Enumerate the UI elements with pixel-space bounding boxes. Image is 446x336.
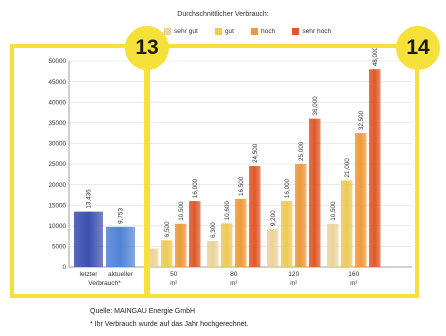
- category-unit-label: m²: [350, 281, 357, 287]
- y-tick-label: 20000: [48, 182, 66, 189]
- legend-label-hoch: hoch: [261, 28, 276, 35]
- legend-item-gut: gut: [214, 28, 234, 35]
- bar-sehr-hoch: [249, 166, 261, 267]
- legend-item-sehr-hoch: sehr hoch: [292, 28, 331, 35]
- user-category-label: letzter: [80, 271, 99, 278]
- bar-value-label: 16,500: [238, 176, 245, 196]
- y-tick-label: 45000: [48, 79, 66, 86]
- bar-value-label: 25,000: [298, 141, 305, 161]
- legend-label-sehr-gut: sehr gut: [174, 28, 198, 35]
- y-tick-label: 25000: [48, 161, 66, 168]
- y-tick-label: 15000: [48, 202, 66, 209]
- bar-value-label: 10,500: [330, 201, 337, 221]
- bar-sehr-gut: [267, 229, 279, 267]
- bar-value-label: 24,500: [252, 143, 259, 163]
- user-bar-value-label: 9,753: [118, 208, 125, 224]
- user-bar-value-label: 13,436: [86, 189, 93, 209]
- legend-item-sehr-gut: sehr gut: [164, 28, 198, 35]
- bar-hoch: [175, 223, 187, 267]
- category-label: 50: [170, 271, 178, 278]
- category-unit-label: m²: [290, 281, 297, 287]
- legend-swatch-hoch: [251, 28, 258, 35]
- legend-swatch-sehr-gut: [164, 28, 171, 35]
- bar-hoch: [295, 164, 307, 267]
- bar-value-label: 16,000: [192, 178, 199, 198]
- bar-hoch: [355, 133, 367, 267]
- category-unit-label: m²: [170, 281, 177, 287]
- y-tick-label: 10000: [48, 223, 66, 230]
- user-bar: [74, 211, 103, 267]
- category-unit-label: m²: [230, 281, 237, 287]
- legend-label-sehr-hoch: sehr hoch: [302, 28, 332, 35]
- bar-value-label: 16,000: [284, 178, 291, 198]
- chart-title: Durchschnittlicher Verbrauch:: [177, 11, 269, 18]
- bar-sehr-gut: [207, 241, 219, 267]
- y-tick-label: 30000: [48, 141, 66, 148]
- bar-sehr-hoch: [189, 201, 201, 267]
- bar-gut: [341, 180, 353, 267]
- legend: sehr gut gut hoch sehr hoch: [164, 28, 331, 35]
- legend-swatch-sehr-hoch: [292, 28, 300, 35]
- bar-sehr-gut: [147, 248, 159, 267]
- y-tick-label: 50000: [48, 58, 66, 65]
- y-tick-label: 5000: [52, 244, 67, 251]
- bar-sehr-gut: [327, 223, 339, 267]
- category-label: 80: [230, 271, 238, 278]
- user-bar: [106, 226, 135, 267]
- user-category-label: Verbrauch*: [88, 280, 121, 287]
- bar-value-label: 36,000: [312, 96, 319, 116]
- y-tick-label: 0: [62, 264, 66, 271]
- bar-sehr-hoch: [309, 118, 321, 268]
- y-tick-label: 40000: [48, 99, 66, 106]
- bar-gut: [161, 240, 173, 267]
- bar-sehr-hoch: [369, 69, 381, 268]
- bar-hoch: [235, 199, 247, 267]
- bar-gut: [221, 223, 233, 267]
- source-note: Quelle: MAINGAU Energie GmbH: [90, 308, 196, 315]
- bar-value-label: 48,000: [372, 46, 379, 66]
- extrapolation-note: * Ihr Verbrauch wurde auf das Jahr hochg…: [90, 321, 249, 328]
- category-label: 120: [288, 271, 299, 278]
- bar-value-label: 32,500: [358, 110, 365, 130]
- bar-value-label: 9,200: [270, 210, 277, 226]
- legend-swatch-gut: [214, 28, 222, 35]
- category-label: 160: [348, 271, 359, 278]
- legend-item-hoch: hoch: [251, 28, 275, 35]
- badge-14: 14: [396, 26, 440, 70]
- average-consumption-frame: [144, 44, 419, 298]
- user-category-label: aktueller: [108, 271, 134, 278]
- badge-13: 13: [125, 26, 169, 70]
- legend-label-gut: gut: [224, 28, 234, 35]
- bar-value-label: 6,500: [164, 221, 171, 237]
- bar-value-label: 21,000: [344, 158, 351, 178]
- bar-gut: [281, 201, 293, 267]
- bar-value-label: 10,600: [224, 201, 231, 221]
- bar-value-label: 10,500: [178, 201, 185, 221]
- user-consumption-frame: [10, 44, 150, 298]
- y-tick-label: 35000: [48, 120, 66, 127]
- bar-value-label: 6,300: [210, 222, 217, 238]
